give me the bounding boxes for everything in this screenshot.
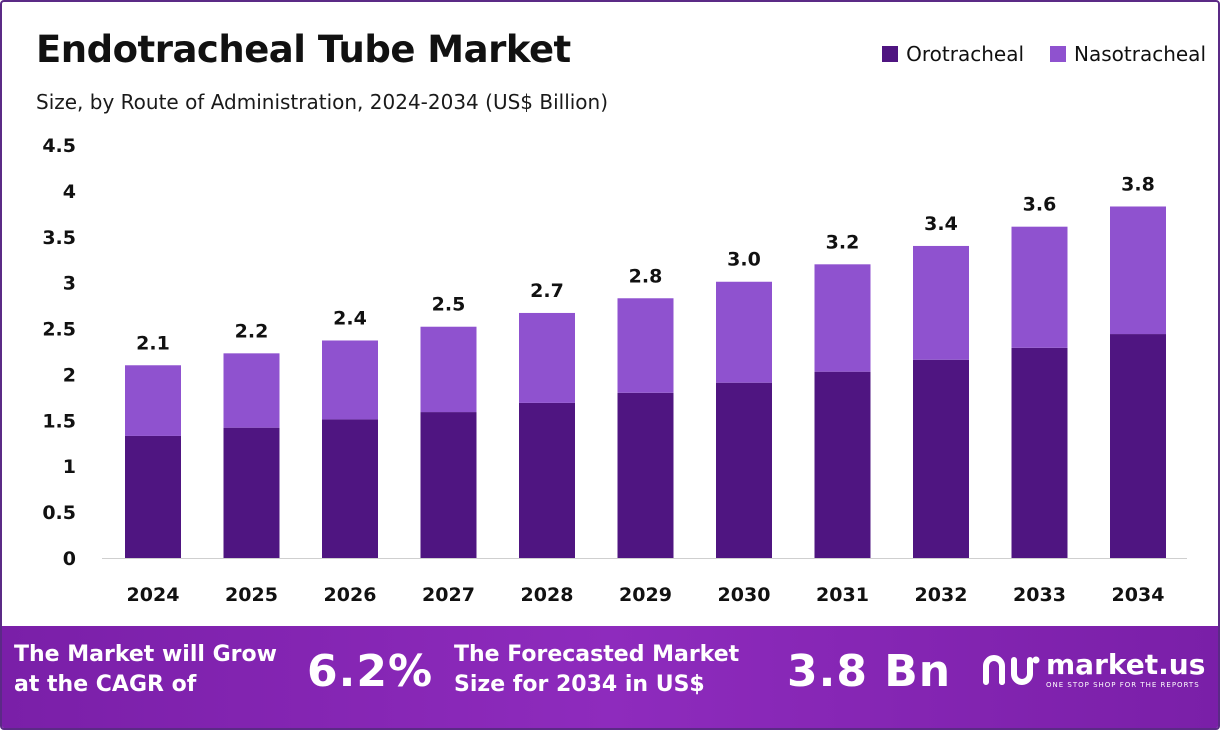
x-tick-label: 2034 xyxy=(1112,584,1165,606)
y-tick-label: 2.5 xyxy=(42,319,76,341)
x-tick-label: 2032 xyxy=(915,584,968,606)
stacked-bar-chart: 0 0.5 1 1.5 2 2.5 3 3.5 4 4.5 2.1 2024 2.2 2025 2.4 202… xyxy=(42,135,1187,606)
y-tick-label: 1.5 xyxy=(42,410,76,432)
bar-orotracheal xyxy=(1011,347,1068,558)
x-tick-label: 2029 xyxy=(619,584,672,606)
legend-label-orotracheal: Orotracheal xyxy=(906,42,1025,66)
x-tick-label: 2027 xyxy=(422,584,475,606)
legend: Orotracheal Nasotracheal xyxy=(856,42,1206,66)
y-tick-label: 4.5 xyxy=(42,135,76,157)
brand-tagline: ONE STOP SHOP FOR THE REPORTS xyxy=(1046,681,1200,689)
bar-total-label: 2.7 xyxy=(530,280,564,302)
bar-orotracheal xyxy=(519,402,575,558)
bar-total-label: 2.4 xyxy=(333,307,367,329)
y-tick-label: 3.5 xyxy=(42,227,76,249)
cagr-text: The Market will Grow at the CAGR of xyxy=(14,642,277,697)
cagr-value: 6.2% xyxy=(307,646,434,697)
bar-orotracheal xyxy=(1110,334,1166,558)
chart-title: Endotracheal Tube Market xyxy=(36,28,571,71)
brand-logo: market.us ONE STOP SHOP FOR THE REPORTS xyxy=(982,650,1205,690)
bar-nasotracheal xyxy=(420,326,477,413)
bar-nasotracheal xyxy=(913,245,969,360)
forecast-value: 3.8 Bn xyxy=(787,646,952,697)
bar-nasotracheal xyxy=(814,264,871,372)
bar-nasotracheal xyxy=(519,312,575,403)
x-tick-label: 2030 xyxy=(718,584,771,606)
bar-orotracheal xyxy=(716,382,772,558)
bar-total-label: 3.2 xyxy=(826,231,860,253)
y-tick-label: 2 xyxy=(63,364,76,386)
bar-orotracheal xyxy=(125,435,181,558)
bar-orotracheal xyxy=(223,427,280,558)
summary-banner: The Market will Grow at the CAGR of 6.2%… xyxy=(2,626,1218,728)
x-tick-label: 2033 xyxy=(1013,584,1066,606)
legend-item-orotracheal: Orotracheal xyxy=(882,42,1024,66)
bar-nasotracheal xyxy=(223,353,280,428)
y-tick-label: 0 xyxy=(63,548,76,570)
bar-orotracheal xyxy=(913,359,969,558)
y-tick-label: 0.5 xyxy=(42,502,76,524)
brand-name: market.us xyxy=(1046,648,1206,681)
bar-total-label: 3.4 xyxy=(924,213,958,235)
bar-nasotracheal xyxy=(125,365,181,436)
bar-total-label: 3.8 xyxy=(1121,173,1155,195)
bar-total-label: 3.6 xyxy=(1023,194,1057,216)
y-tick-label: 4 xyxy=(63,181,76,203)
bar-nasotracheal xyxy=(716,281,772,383)
bar-nasotracheal xyxy=(1110,206,1166,335)
x-tick-label: 2024 xyxy=(127,584,180,606)
market-us-logo-icon xyxy=(983,655,1040,685)
legend-swatch-orotracheal xyxy=(882,46,899,62)
x-tick-label: 2025 xyxy=(225,584,278,606)
bar-orotracheal xyxy=(617,392,674,558)
bar-total-label: 2.1 xyxy=(136,332,170,354)
bar-nasotracheal xyxy=(322,340,378,420)
x-tick-label: 2028 xyxy=(521,584,574,606)
bar-nasotracheal xyxy=(617,298,674,393)
bar-nasotracheal xyxy=(1011,226,1068,348)
chart-subtitle: Size, by Route of Administration, 2024-2… xyxy=(36,90,609,114)
x-tick-label: 2026 xyxy=(324,584,377,606)
bar-total-label: 3.0 xyxy=(727,249,761,271)
bar-orotracheal xyxy=(814,371,871,558)
legend-item-nasotracheal: Nasotracheal xyxy=(1050,42,1206,66)
legend-swatch-nasotracheal xyxy=(1050,46,1067,62)
legend-label-nasotracheal: Nasotracheal xyxy=(1074,42,1206,66)
bar-total-label: 2.5 xyxy=(432,294,466,316)
y-tick-label: 3 xyxy=(63,273,76,295)
forecast-text: The Forecasted Market Size for 2034 in U… xyxy=(454,642,740,697)
y-tick-label: 1 xyxy=(63,456,76,478)
x-tick-label: 2031 xyxy=(816,584,869,606)
bar-orotracheal xyxy=(420,412,477,558)
bar-total-label: 2.2 xyxy=(235,320,269,342)
bar-orotracheal xyxy=(322,419,378,558)
bar-total-label: 2.8 xyxy=(629,265,663,287)
